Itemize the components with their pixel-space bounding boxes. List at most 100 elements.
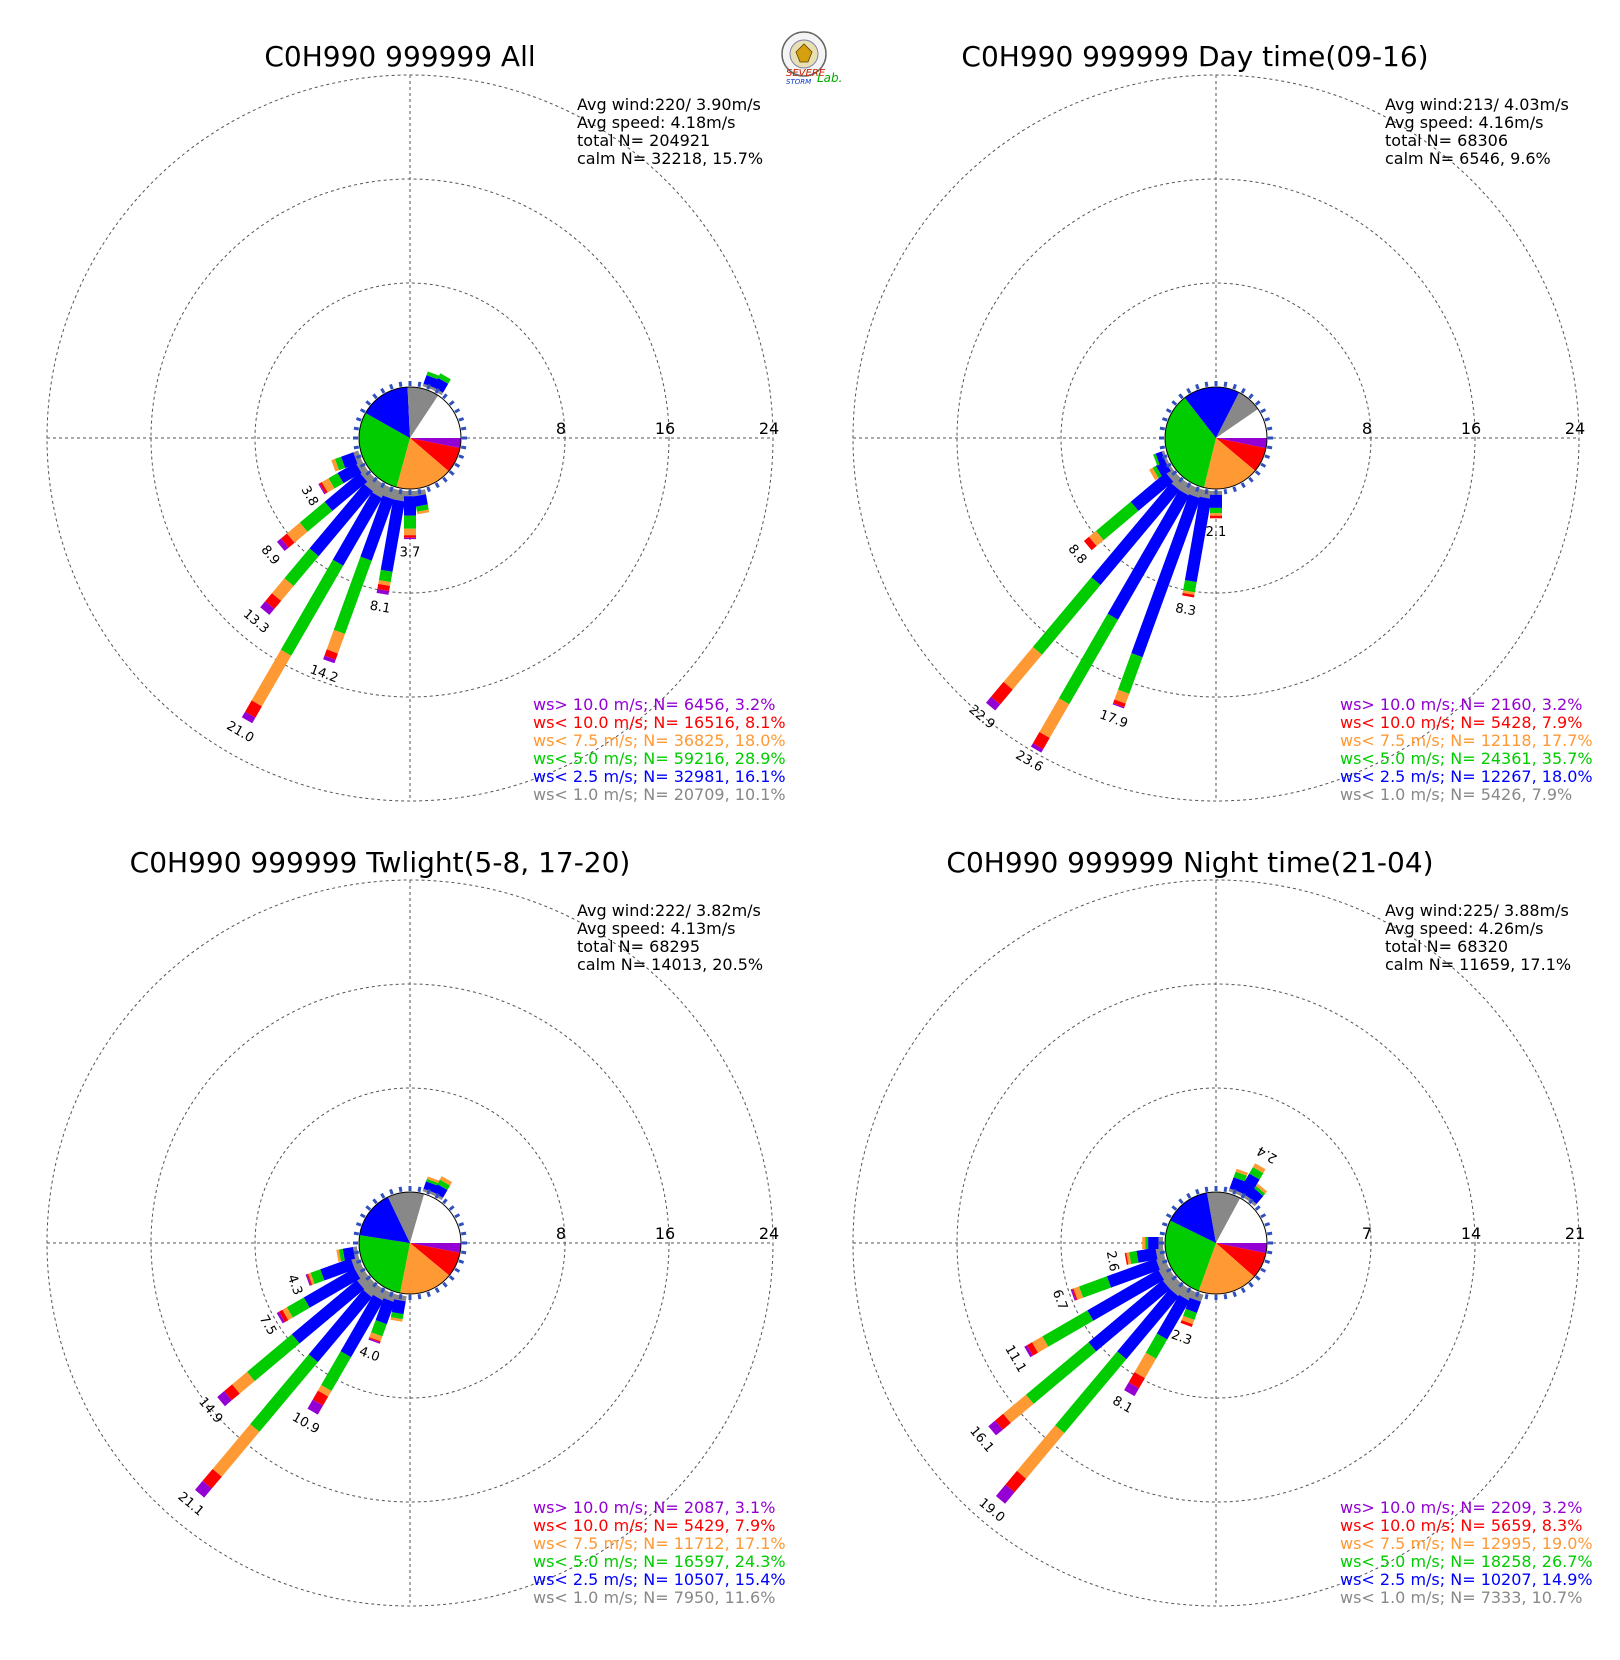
legend-entry-gt10: ws> 10.0 m/s; N= 2209, 3.2% (1340, 1498, 1582, 1517)
direction-tick (434, 387, 440, 394)
bar-segment-lt7_5 (390, 1317, 403, 1322)
direction-tick (1248, 1198, 1254, 1205)
direction-tick (372, 1281, 378, 1288)
legend-entry-gt10: ws> 10.0 m/s; N= 2160, 3.2% (1340, 695, 1582, 714)
direction-tick (460, 445, 467, 450)
bar-value-label: 8.1 (369, 599, 392, 617)
direction-bar (276, 1264, 368, 1324)
direction-tick (460, 426, 467, 431)
total-n-text: total N= 68306 (1385, 131, 1508, 150)
direction-tick (365, 470, 372, 476)
bar-segment-lt7_5 (212, 1424, 260, 1477)
direction-tick (365, 1275, 372, 1281)
direction-tick (389, 1188, 394, 1195)
direction-tick (398, 1186, 403, 1193)
bar-value-label: 2.6 (1103, 1250, 1121, 1273)
bar-segment-lt2_5 (423, 1181, 438, 1193)
bar-segment-lt2_5 (341, 452, 358, 468)
direction-tick (1232, 1188, 1237, 1195)
bar-segment-lt5 (378, 569, 393, 583)
direction-tick (1171, 400, 1178, 406)
direction-tick (359, 462, 366, 468)
direction-tick (448, 1275, 455, 1281)
direction-tick (353, 1250, 360, 1255)
direction-tick (372, 1198, 378, 1205)
avg-speed-text: Avg speed: 4.18m/s (577, 113, 735, 132)
panel-title: C0H990 999999 All (264, 40, 535, 73)
bar-segment-lt7_5 (251, 649, 292, 707)
avg-wind-text: Avg wind:225/ 3.88m/s (1385, 901, 1569, 920)
bar-value-label: 4.3 (284, 1273, 305, 1298)
direction-tick (417, 1293, 422, 1300)
pie-outline (1164, 1191, 1268, 1295)
bar-segment-lt7_5 (378, 580, 391, 586)
avg-speed-text: Avg speed: 4.13m/s (577, 919, 735, 938)
bar-segment-lt7_5 (1181, 1315, 1195, 1325)
legend-entry-lt7_5: ws< 7.5 m/s; N= 11712, 17.1% (533, 1534, 786, 1553)
direction-tick (1248, 393, 1254, 400)
bar-segment-gt10 (260, 601, 275, 615)
direction-tick (1204, 1293, 1209, 1300)
direction-tick (1165, 462, 1172, 468)
range-ring (254, 282, 566, 594)
bar-segment-lt10 (1083, 536, 1097, 551)
direction-tick (389, 383, 394, 390)
avg-speed-text: Avg speed: 4.16m/s (1385, 113, 1543, 132)
bar-segment-lt5 (426, 371, 440, 380)
range-ring (150, 178, 670, 698)
direction-tick (454, 408, 461, 414)
direction-tick (442, 393, 448, 400)
calm-n-text: calm N= 6546, 9.6% (1385, 149, 1551, 168)
bar-segment-lt2_5 (414, 494, 428, 507)
bar-segment-lt2_5 (375, 1298, 395, 1325)
direction-bar (368, 1290, 398, 1344)
bar-segment-lt5 (1095, 501, 1139, 541)
bar-segment-lt2_5 (1087, 1269, 1165, 1321)
bar-value-label: 4.0 (357, 1344, 382, 1365)
direction-tick (353, 426, 360, 431)
bar-segment-lt10 (1032, 732, 1050, 750)
legend-entry-lt10: ws< 10.0 m/s; N= 16516, 8.1% (533, 713, 786, 732)
direction-bar (1180, 1290, 1204, 1327)
bar-segment-gt10 (1070, 1289, 1077, 1301)
direction-bar (1124, 1285, 1195, 1397)
direction-bar (331, 450, 363, 472)
direction-tick (355, 454, 362, 459)
bar-segment-lt10 (368, 1337, 381, 1343)
bar-segment-lt5 (310, 1269, 325, 1285)
direction-bar (376, 489, 407, 595)
direction-tick (359, 1267, 366, 1273)
speed-class-pie (358, 1191, 462, 1295)
range-ring (254, 1087, 566, 1399)
direction-bar (422, 1176, 440, 1196)
direction-tick (1232, 1291, 1237, 1298)
direction-tick (380, 1287, 386, 1294)
bar-segment-gt10 (1124, 1382, 1139, 1397)
bar-segment-gt10 (241, 711, 256, 724)
bar-segment-lt2_5 (1229, 1177, 1245, 1193)
bar-segment-lt10 (1113, 699, 1126, 708)
speed-legend: ws> 10.0 m/s; N= 2209, 3.2%ws< 10.0 m/s;… (1340, 1498, 1593, 1607)
legend-entry-lt2_5: ws< 2.5 m/s; N= 10507, 15.4% (533, 1570, 786, 1589)
ring-label: 24 (759, 1224, 779, 1243)
bar-segment-lt10 (1128, 1372, 1145, 1389)
bar-segment-lt2_5 (320, 1258, 355, 1281)
direction-tick (1264, 454, 1271, 459)
logo-storm-text: STORM (786, 78, 811, 86)
bar-segment-gt10 (1024, 1345, 1033, 1358)
bar-segment-lt5 (250, 1354, 318, 1432)
direction-tick (1254, 1275, 1261, 1281)
pie-outline (1164, 386, 1268, 490)
direction-tick (417, 1186, 422, 1193)
bar-segment-lt7_5 (331, 458, 339, 472)
bar-segment-lt2_5 (404, 496, 416, 516)
pie-slice-lt10 (410, 1243, 461, 1276)
bar-segment-lt5 (437, 1179, 451, 1190)
direction-bar (404, 491, 416, 540)
panel-twilight: C0H990 999999 Twlight(5-8, 17-20) 8 16 24 … (46, 846, 786, 1607)
direction-tick (1264, 417, 1271, 422)
bar-segment-lt10 (245, 700, 262, 718)
direction-tick (1254, 470, 1261, 476)
direction-tick (1260, 1213, 1267, 1219)
direction-tick (1161, 1259, 1168, 1264)
